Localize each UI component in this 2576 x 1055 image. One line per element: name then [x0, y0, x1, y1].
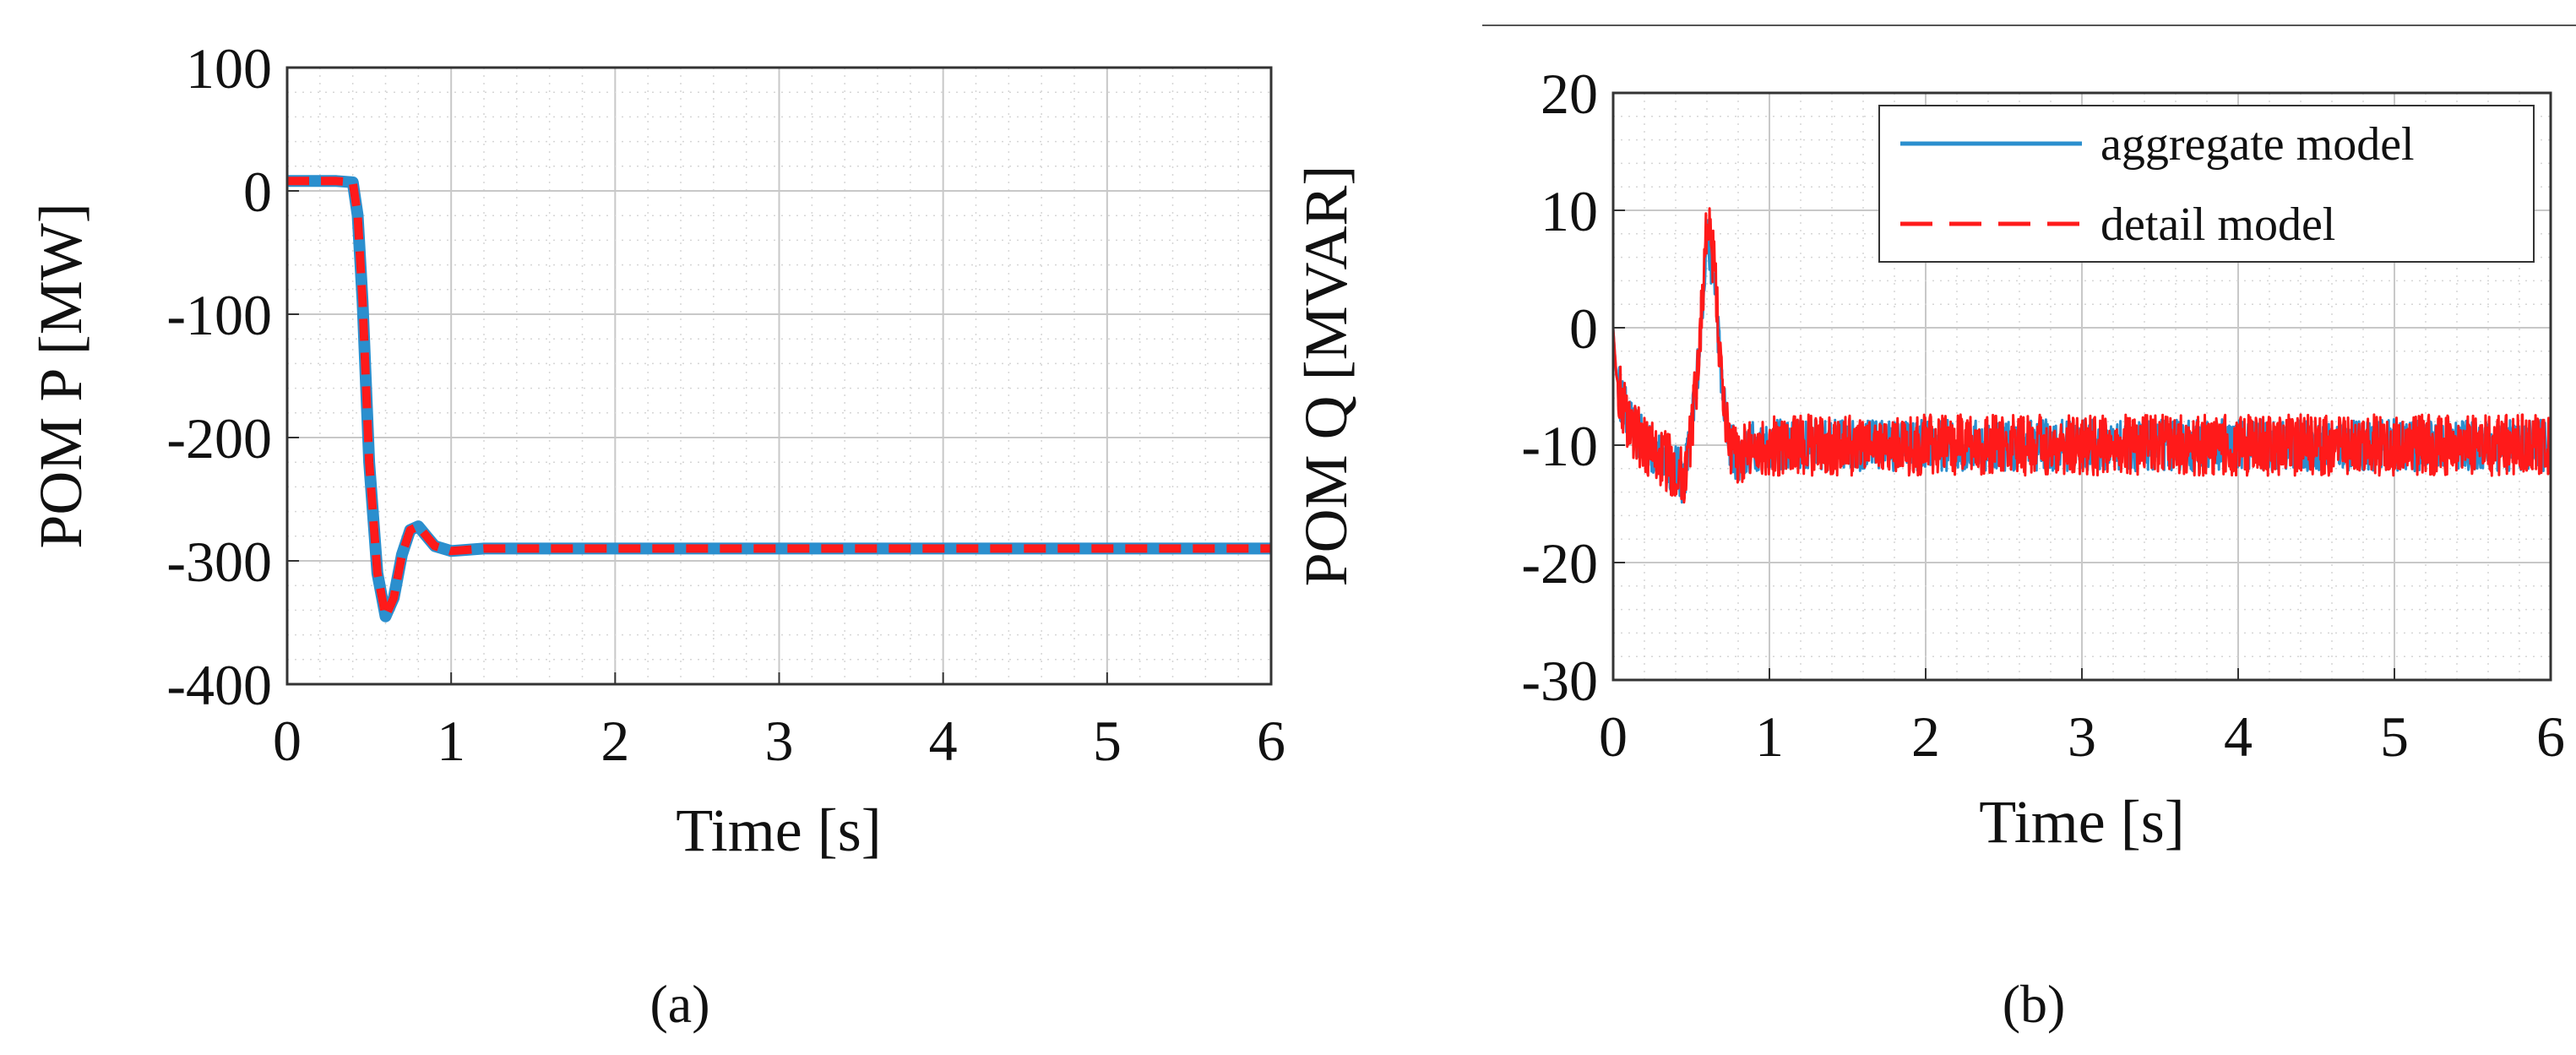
- y-tick-label: -200: [166, 406, 272, 470]
- y-tick-label: 10: [1541, 179, 1598, 243]
- y-tick-label: -30: [1521, 649, 1598, 713]
- y-tick-label: -300: [166, 530, 272, 594]
- y-tick-label: 0: [1569, 296, 1598, 361]
- panel-label-b: (b): [2003, 974, 2066, 1034]
- y-tick-label: -20: [1521, 531, 1598, 595]
- x-tick-label: 3: [765, 709, 794, 773]
- y-tick-label: 100: [186, 36, 272, 101]
- panel-label-a: (a): [649, 974, 709, 1034]
- x-tick-label: 4: [2224, 704, 2253, 769]
- y-tick-label: 20: [1541, 62, 1598, 126]
- legend-label-aggregate-model: aggregate model: [2100, 118, 2415, 171]
- x-tick-label: 1: [437, 709, 465, 773]
- legend-box: [1878, 105, 2535, 263]
- x-axis-label-a: Time [s]: [676, 797, 881, 864]
- x-tick-label: 5: [1093, 709, 1122, 773]
- series-group-b: [1611, 207, 2552, 504]
- series-line-detail-model: [1611, 207, 2552, 504]
- y-tick-label: -100: [166, 283, 272, 347]
- x-tick-label: 0: [273, 709, 302, 773]
- legend-label-detail-model: detail model: [2100, 198, 2335, 251]
- x-axis-label-b: Time [s]: [1979, 788, 2184, 856]
- series-line-red-dashed: [287, 177, 1271, 621]
- x-tick-label: 6: [1257, 709, 1285, 773]
- chart-panel-a: 0 1 2 3 4 5 6 100 0 -100 -200 -300 -400 POM P [MW] T…: [27, 36, 1285, 1034]
- ticks-a: 0 1 2 3 4 5 6 100 0 -100 -200 -300 -400: [166, 36, 1285, 773]
- x-tick-label: 3: [2068, 704, 2096, 769]
- x-tick-label: 1: [1755, 704, 1784, 769]
- x-tick-label: 0: [1599, 704, 1628, 769]
- x-tick-label: 5: [2380, 704, 2409, 769]
- y-tick-label: 0: [243, 160, 272, 224]
- x-tick-label: 2: [1911, 704, 1940, 769]
- y-axis-label-a: POM P [MW]: [27, 203, 95, 548]
- ticks-b: 0 1 2 3 4 5 6 20 10 0 -10 -20 -30: [1521, 62, 2565, 769]
- series-group-a: [287, 175, 1271, 623]
- y-axis-label-b: POM Q [MVAR]: [1292, 166, 1360, 587]
- y-tick-label: -400: [166, 653, 272, 717]
- y-tick-label: -10: [1521, 414, 1598, 478]
- x-tick-label: 2: [601, 709, 629, 773]
- grid-a: [286, 67, 1272, 685]
- chart-panel-b: 0 1 2 3 4 5 6 20 10 0 -10 -20 -30 POM Q [MVAR] Time …: [1292, 62, 2565, 1034]
- x-tick-label: 4: [929, 709, 958, 773]
- x-tick-label: 6: [2536, 704, 2565, 769]
- legend-b: aggregate model detail model: [1878, 105, 2535, 263]
